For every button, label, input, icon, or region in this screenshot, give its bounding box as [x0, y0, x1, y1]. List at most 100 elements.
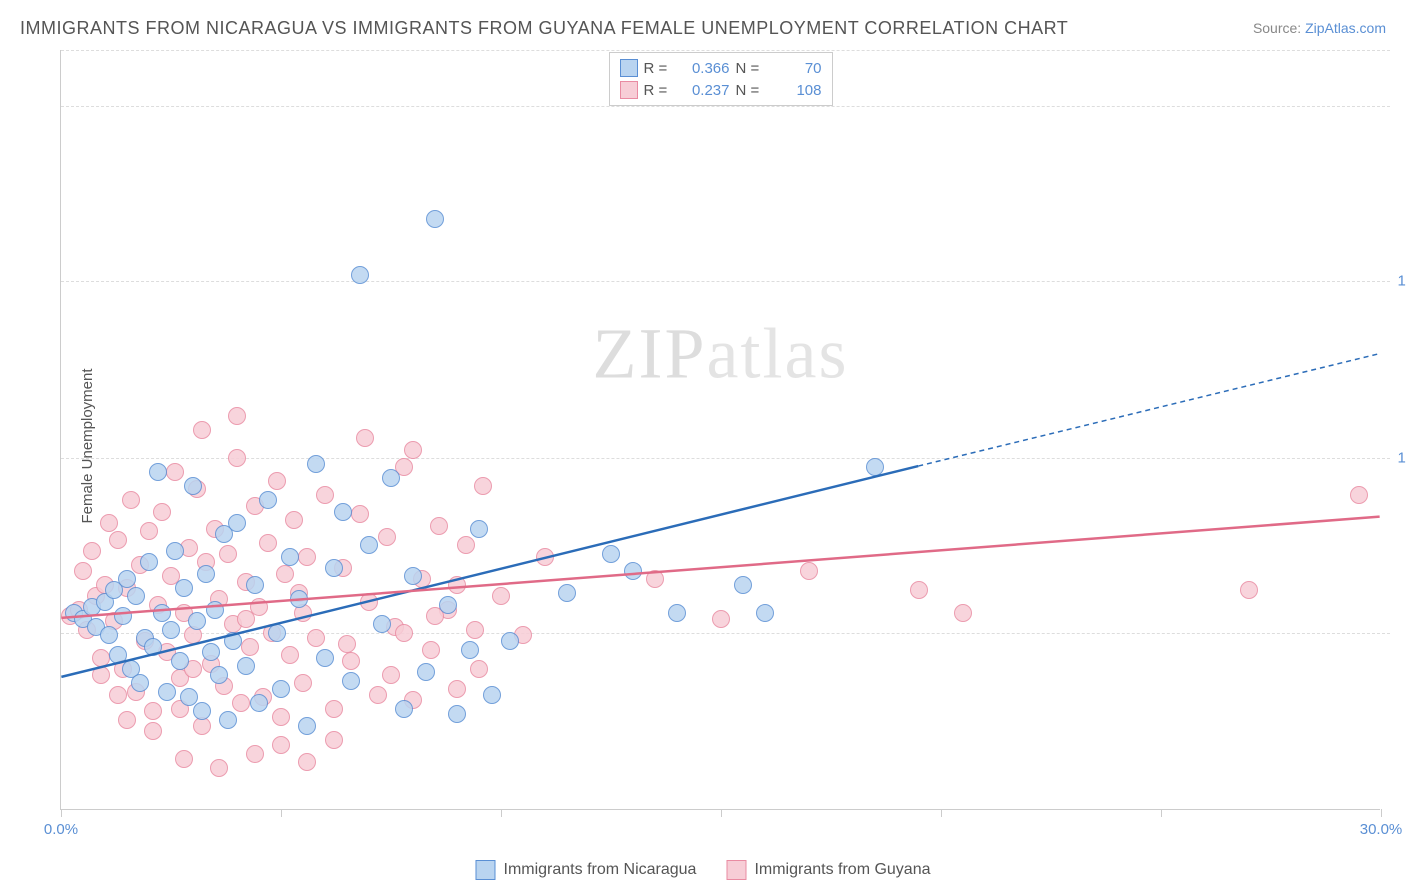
scatter-point: [206, 601, 224, 619]
x-tick: [721, 809, 722, 817]
gridline-horizontal: [61, 50, 1390, 51]
scatter-point: [382, 469, 400, 487]
gridline-horizontal: [61, 633, 1390, 634]
gridline-horizontal: [61, 458, 1390, 459]
scatter-point: [461, 641, 479, 659]
scatter-point: [395, 700, 413, 718]
trend-line-solid: [61, 466, 918, 677]
scatter-point: [1350, 486, 1368, 504]
scatter-point: [166, 542, 184, 560]
scatter-point: [193, 421, 211, 439]
scatter-point: [756, 604, 774, 622]
scatter-point: [219, 545, 237, 563]
scatter-point: [272, 736, 290, 754]
scatter-point: [197, 565, 215, 583]
scatter-point: [290, 590, 308, 608]
scatter-point: [1240, 581, 1258, 599]
legend-n-value: 70: [772, 60, 822, 77]
scatter-point: [316, 486, 334, 504]
scatter-point: [175, 750, 193, 768]
scatter-point: [536, 548, 554, 566]
legend-stats-row: R =0.237N =108: [620, 79, 822, 101]
scatter-point: [92, 649, 110, 667]
scatter-point: [259, 534, 277, 552]
scatter-point: [241, 638, 259, 656]
scatter-point: [228, 514, 246, 532]
scatter-point: [624, 562, 642, 580]
scatter-point: [439, 596, 457, 614]
gridline-horizontal: [61, 281, 1390, 282]
x-tick: [941, 809, 942, 817]
chart-container: IMMIGRANTS FROM NICARAGUA VS IMMIGRANTS …: [0, 0, 1406, 892]
scatter-point: [457, 536, 475, 554]
scatter-point: [224, 632, 242, 650]
scatter-point: [734, 576, 752, 594]
scatter-point: [448, 705, 466, 723]
watermark: ZIPatlas: [593, 312, 849, 395]
legend-r-value: 0.366: [680, 60, 730, 77]
scatter-point: [378, 528, 396, 546]
scatter-point: [417, 663, 435, 681]
scatter-point: [210, 759, 228, 777]
scatter-point: [307, 455, 325, 473]
scatter-point: [109, 531, 127, 549]
scatter-point: [114, 607, 132, 625]
scatter-point: [395, 624, 413, 642]
scatter-point: [202, 643, 220, 661]
scatter-point: [175, 579, 193, 597]
scatter-point: [338, 635, 356, 653]
scatter-point: [250, 694, 268, 712]
scatter-point: [866, 458, 884, 476]
scatter-point: [109, 686, 127, 704]
x-tick: [1381, 809, 1382, 817]
scatter-point: [910, 581, 928, 599]
scatter-point: [298, 753, 316, 771]
chart-title: IMMIGRANTS FROM NICARAGUA VS IMMIGRANTS …: [20, 18, 1068, 39]
scatter-point: [259, 491, 277, 509]
scatter-point: [325, 731, 343, 749]
scatter-point: [373, 615, 391, 633]
scatter-point: [369, 686, 387, 704]
scatter-point: [237, 657, 255, 675]
scatter-point: [800, 562, 818, 580]
legend-n-value: 108: [772, 82, 822, 99]
scatter-point: [210, 666, 228, 684]
y-tick-label: 12.5%: [1385, 450, 1406, 467]
scatter-point: [118, 711, 136, 729]
scatter-point: [448, 576, 466, 594]
scatter-point: [246, 576, 264, 594]
scatter-point: [426, 210, 444, 228]
scatter-point: [268, 624, 286, 642]
scatter-point: [351, 266, 369, 284]
scatter-point: [149, 463, 167, 481]
legend-n-label: N =: [736, 60, 766, 77]
scatter-point: [100, 626, 118, 644]
x-tick: [281, 809, 282, 817]
x-tick: [501, 809, 502, 817]
scatter-point: [272, 708, 290, 726]
legend-r-value: 0.237: [680, 82, 730, 99]
scatter-point: [298, 548, 316, 566]
scatter-point: [122, 491, 140, 509]
scatter-point: [470, 660, 488, 678]
scatter-point: [144, 638, 162, 656]
scatter-point: [466, 621, 484, 639]
scatter-point: [100, 514, 118, 532]
scatter-point: [219, 711, 237, 729]
scatter-point: [342, 672, 360, 690]
scatter-point: [325, 700, 343, 718]
scatter-point: [246, 745, 264, 763]
scatter-point: [404, 441, 422, 459]
scatter-point: [232, 694, 250, 712]
scatter-point: [712, 610, 730, 628]
scatter-point: [144, 722, 162, 740]
y-tick-label: 6.3%: [1385, 624, 1406, 641]
scatter-point: [558, 584, 576, 602]
legend-series: Immigrants from Nicaragua Immigrants from…: [475, 860, 930, 880]
scatter-point: [228, 449, 246, 467]
legend-series-item: Immigrants from Guyana: [726, 860, 930, 880]
scatter-point: [334, 503, 352, 521]
scatter-point: [954, 604, 972, 622]
scatter-point: [237, 610, 255, 628]
legend-series-item: Immigrants from Nicaragua: [475, 860, 696, 880]
